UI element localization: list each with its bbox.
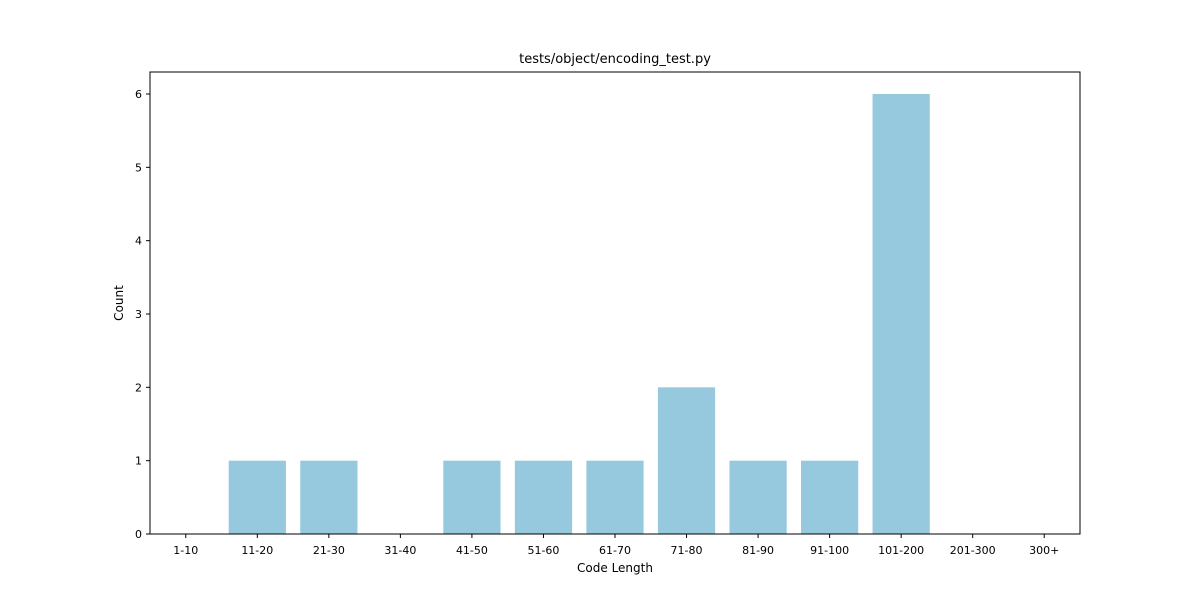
bar-71-80 bbox=[657, 387, 716, 534]
x-tick-label: 300+ bbox=[1029, 544, 1059, 557]
x-tick-label: 101-200 bbox=[878, 544, 924, 557]
x-tick-label: 11-20 bbox=[241, 544, 273, 557]
x-axis-label: Code Length bbox=[577, 561, 653, 575]
y-tick-label: 6 bbox=[135, 88, 142, 101]
y-tick-label: 1 bbox=[135, 455, 142, 468]
y-tick-label: 2 bbox=[135, 381, 142, 394]
y-axis-label: Count bbox=[112, 285, 126, 321]
bar-51-60 bbox=[514, 460, 573, 534]
bar-41-50 bbox=[443, 460, 501, 534]
y-tick-label: 0 bbox=[135, 528, 142, 541]
x-tick-label: 61-70 bbox=[599, 544, 631, 557]
bar-61-70 bbox=[586, 460, 644, 534]
bar-21-30 bbox=[300, 460, 358, 534]
chart-title: tests/object/encoding_test.py bbox=[519, 52, 711, 67]
x-tick-label: 31-40 bbox=[384, 544, 416, 557]
x-tick-label: 91-100 bbox=[810, 544, 849, 557]
bars-group bbox=[228, 94, 930, 534]
x-tick-label: 51-60 bbox=[527, 544, 559, 557]
x-tick-label: 71-80 bbox=[671, 544, 703, 557]
x-tick-label: 21-30 bbox=[313, 544, 345, 557]
x-tick-label: 1-10 bbox=[173, 544, 198, 557]
x-axis: 1-10 11-20 21-30 31-40 41-50 51-60 61-70 71-80 8… bbox=[173, 534, 1059, 557]
y-tick-label: 5 bbox=[135, 161, 142, 174]
y-tick-label: 3 bbox=[135, 308, 142, 321]
bar-11-20 bbox=[228, 460, 286, 534]
y-axis: 0 1 2 3 4 5 6 bbox=[135, 88, 150, 541]
x-tick-label: 81-90 bbox=[742, 544, 774, 557]
bar-81-90 bbox=[729, 460, 787, 534]
x-tick-label: 201-300 bbox=[950, 544, 996, 557]
bar-91-100 bbox=[801, 460, 859, 534]
bar-101-200 bbox=[872, 94, 930, 534]
x-tick-label: 41-50 bbox=[456, 544, 488, 557]
y-tick-label: 4 bbox=[135, 235, 142, 248]
